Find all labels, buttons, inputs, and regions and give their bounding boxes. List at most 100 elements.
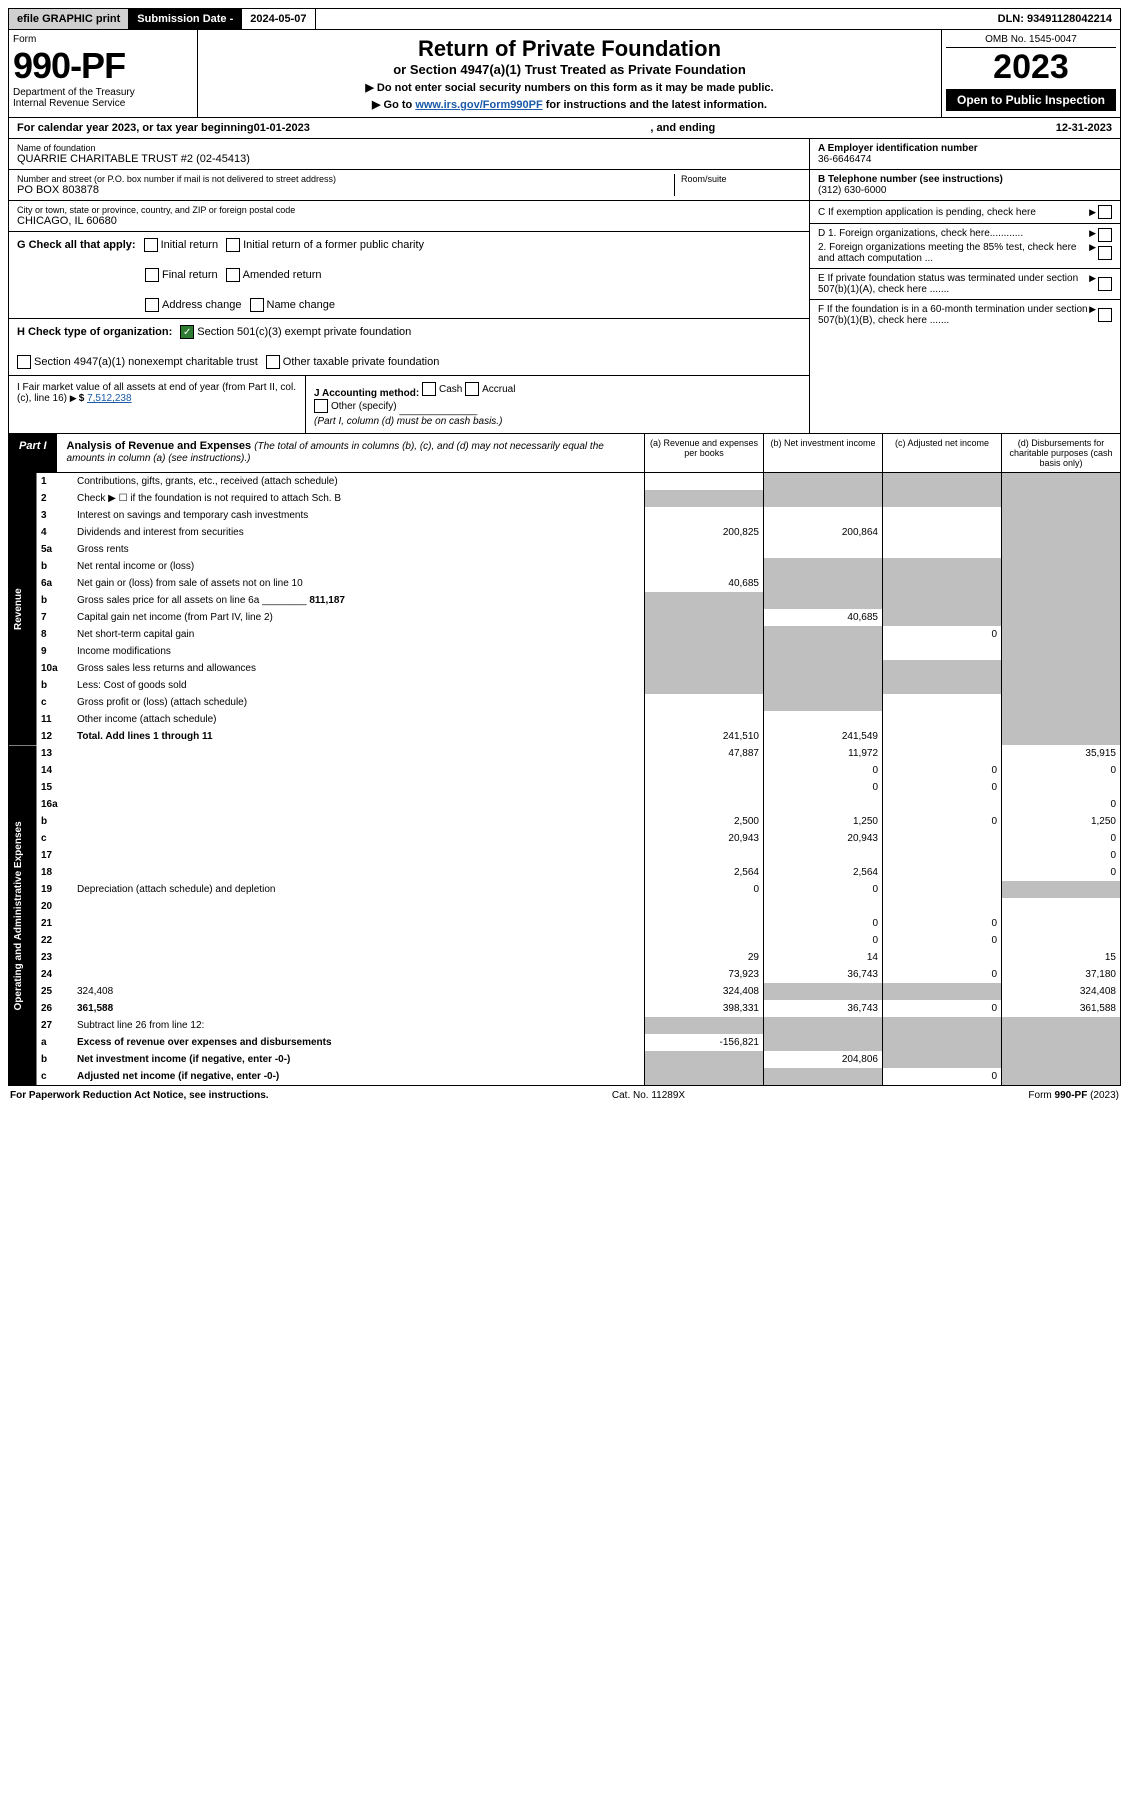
check-other-specify[interactable]: Other (specify) [314,399,397,413]
line-desc: Adjusted net income (if negative, enter … [73,1068,645,1086]
amount-cell [645,660,764,677]
amount-cell [883,592,1002,609]
amount-cell [1002,473,1121,490]
table-row: Revenue1Contributions, gifts, grants, et… [9,473,1121,490]
tax-year: 2023 [946,48,1116,87]
amount-cell [764,626,883,643]
line-desc: Depreciation (attach schedule) and deple… [73,881,645,898]
check-final-return[interactable]: Final return [145,268,218,282]
check-501c3[interactable]: ✓Section 501(c)(3) exempt private founda… [180,325,411,339]
check-cash[interactable]: Cash [422,382,462,396]
check-4947[interactable]: Section 4947(a)(1) nonexempt charitable … [17,355,258,369]
table-row: 14000 [9,762,1121,779]
line-desc [73,966,645,983]
efile-print-button[interactable]: efile GRAPHIC print [9,9,129,29]
check-address-change[interactable]: Address change [145,298,242,312]
line-number: 2 [37,490,73,507]
amount-cell [1002,507,1121,524]
h-check-row: H Check type of organization: ✓Section 5… [9,319,809,376]
amount-cell [645,643,764,660]
amount-cell [645,796,764,813]
check-name-change[interactable]: Name change [250,298,336,312]
amount-cell [1002,694,1121,711]
amount-cell: 1,250 [764,813,883,830]
line-number: 5a [37,541,73,558]
amount-cell [1002,558,1121,575]
line-desc [73,898,645,915]
line-desc [73,830,645,847]
phone-row: B Telephone number (see instructions)(31… [810,170,1120,201]
amount-cell [1002,915,1121,932]
amount-cell [883,677,1002,694]
amount-cell [883,660,1002,677]
check-d1[interactable] [1098,228,1112,242]
line-number: 8 [37,626,73,643]
fmv-link[interactable]: 7,512,238 [87,393,132,404]
line-desc: Total. Add lines 1 through 11 [73,728,645,745]
line-number: 23 [37,949,73,966]
amount-cell [764,847,883,864]
amount-cell: 0 [883,813,1002,830]
line-number: a [37,1034,73,1051]
table-row: 182,5642,5640 [9,864,1121,881]
line-number: 13 [37,745,73,762]
check-f[interactable] [1098,304,1112,326]
form-title: Return of Private Foundation [204,36,935,62]
f-row: F If the foundation is in a 60-month ter… [810,300,1120,330]
amount-cell [645,898,764,915]
line-number: 6a [37,575,73,592]
amount-cell [883,847,1002,864]
amount-cell [1002,1017,1121,1034]
amount-cell [645,626,764,643]
line-number: 11 [37,711,73,728]
amount-cell [764,490,883,507]
amount-cell [764,558,883,575]
check-amended[interactable]: Amended return [226,268,322,282]
topbar: efile GRAPHIC print Submission Date - 20… [8,8,1121,30]
irs-link[interactable]: www.irs.gov/Form990PF [415,99,542,111]
amount-cell: 2,564 [645,864,764,881]
check-initial-return[interactable]: Initial return [144,238,218,252]
amount-cell: 204,806 [764,1051,883,1068]
amount-cell [645,1051,764,1068]
amount-cell [645,779,764,796]
check-e[interactable] [1098,273,1112,295]
form-id-block: Form 990-PF Department of the Treasury I… [9,30,198,117]
part1-header: Part I Analysis of Revenue and Expenses … [8,434,1121,473]
amount-cell [764,473,883,490]
amount-cell [883,881,1002,898]
table-row: 25324,408324,408324,408 [9,983,1121,1000]
line-desc [73,796,645,813]
amount-cell [764,592,883,609]
table-row: 6aNet gain or (loss) from sale of assets… [9,575,1121,592]
amount-cell: 35,915 [1002,745,1121,762]
amount-cell: 20,943 [645,830,764,847]
line-number: b [37,813,73,830]
line-desc: Capital gain net income (from Part IV, l… [73,609,645,626]
line-number: 10a [37,660,73,677]
amount-cell [1002,728,1121,745]
amount-cell [764,677,883,694]
amount-cell: 0 [883,932,1002,949]
open-public-badge: Open to Public Inspection [946,89,1116,111]
amount-cell: 40,685 [764,609,883,626]
table-row: 4Dividends and interest from securities2… [9,524,1121,541]
line-desc: Gross sales price for all assets on line… [73,592,645,609]
check-accrual[interactable]: Accrual [465,382,515,396]
amount-cell: 0 [883,626,1002,643]
check-other-taxable[interactable]: Other taxable private foundation [266,355,440,369]
amount-cell: 36,743 [764,1000,883,1017]
table-row: 11Other income (attach schedule) [9,711,1121,728]
check-c[interactable] [1098,205,1112,219]
form-note2: ▶ Go to www.irs.gov/Form990PF for instru… [204,98,935,111]
d-row: D 1. Foreign organizations, check here..… [810,224,1120,269]
table-row: 19Depreciation (attach schedule) and dep… [9,881,1121,898]
line-number: 12 [37,728,73,745]
line-number: b [37,677,73,694]
line-number: 22 [37,932,73,949]
table-row: bGross sales price for all assets on lin… [9,592,1121,609]
check-d2[interactable] [1098,242,1112,264]
amount-cell: 0 [764,762,883,779]
check-initial-former[interactable]: Initial return of a former public charit… [226,238,424,252]
amount-cell [1002,1068,1121,1086]
